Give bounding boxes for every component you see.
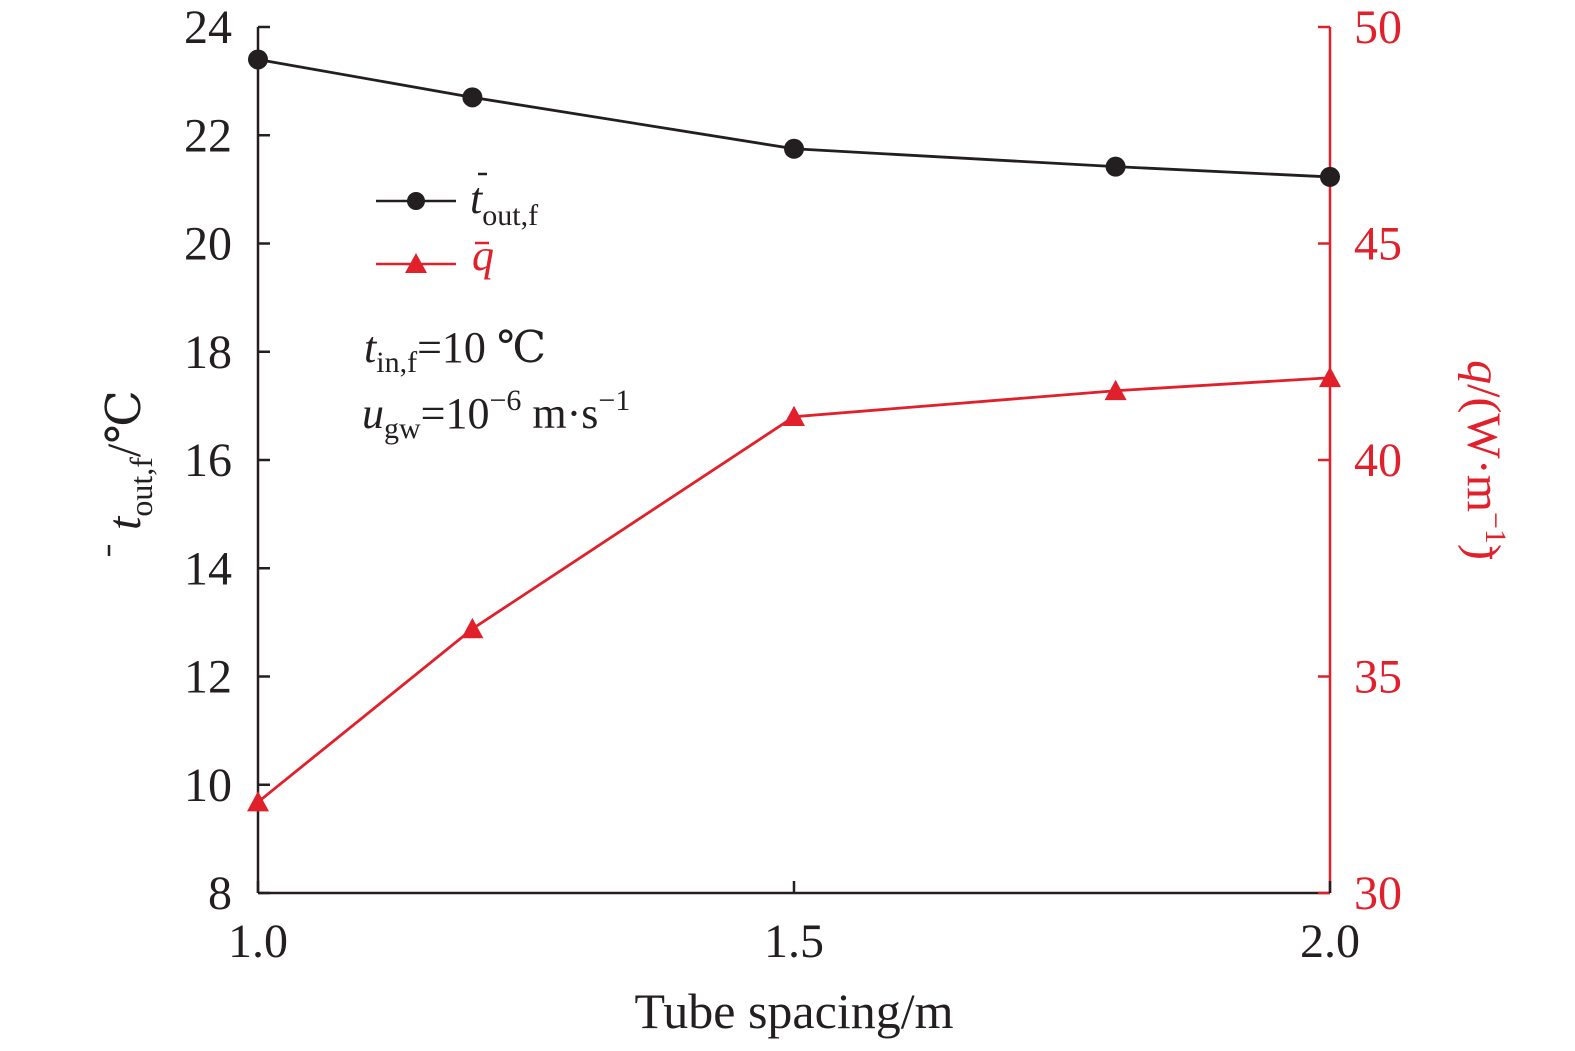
annotation-inlet-rest: =10 ℃ <box>417 323 546 372</box>
left-axis-title-sub: out,f <box>123 457 159 517</box>
right-tick-label: 30 <box>1354 867 1402 920</box>
legend-marker-circle <box>407 192 425 210</box>
right-axis-title-tail: /(W·m <box>1457 384 1510 512</box>
right-axis-title-exp: −1 <box>1479 512 1512 544</box>
right-tick-label: 50 <box>1354 1 1402 54</box>
x-tick-label: 1.5 <box>764 915 824 968</box>
x-tick-label: 2.0 <box>1300 915 1360 968</box>
left-axis-title-tail: /℃ <box>98 390 151 457</box>
right-axis-ticks: 30 35 40 45 50 <box>1318 1 1402 920</box>
data-point-outlet-temperature <box>1320 166 1340 187</box>
annotation-gw-mid: =10 <box>421 389 490 438</box>
right-tick-label: 45 <box>1354 218 1402 271</box>
left-tick-label: 14 <box>184 542 232 595</box>
right-tick-label: 35 <box>1354 651 1402 704</box>
annotation-inlet-var: t <box>364 323 378 372</box>
annotation-gw-sub: gw <box>384 412 421 445</box>
legend-marker-triangle <box>405 253 427 273</box>
left-tick-label: 20 <box>184 218 232 271</box>
left-tick-label: 22 <box>184 109 232 162</box>
x-tick-label: 1.0 <box>228 915 288 968</box>
annotation-inlet-temperature: tin,f=10 ℃ <box>364 323 546 379</box>
left-tick-label: 12 <box>184 651 232 704</box>
right-axis-title-close: ) <box>1457 544 1510 560</box>
annotation-gw-unit: m·s <box>521 389 598 438</box>
data-point-heat-flux <box>1319 366 1341 388</box>
left-axis-title-main: t <box>98 515 151 530</box>
right-axis-title: q/(W·m−1) <box>1457 360 1512 560</box>
annotation-inlet-sub: in,f <box>376 346 417 379</box>
legend-label-tout-main: t <box>470 174 484 223</box>
x-axis-ticks: 1.0 1.5 2.0 <box>228 881 1360 968</box>
left-tick-label: 18 <box>184 326 232 379</box>
left-tick-label: 8 <box>208 867 232 920</box>
legend-label-tout-sub: out,f <box>482 199 538 232</box>
data-point-outlet-temperature <box>462 87 483 108</box>
right-axis-title-main: q <box>1457 360 1510 384</box>
left-axis-ticks: 8 10 12 14 16 18 20 22 24 <box>184 1 270 920</box>
data-point-outlet-temperature <box>248 49 268 70</box>
data-point-outlet-temperature <box>784 138 804 159</box>
series-layer <box>247 49 1341 812</box>
annotation-gw-var: u <box>362 389 384 438</box>
annotation-gw-exp: −6 <box>490 384 522 417</box>
legend: tout,f q <box>376 172 538 280</box>
left-tick-label: 10 <box>184 759 232 812</box>
legend-label-q: q <box>472 231 494 280</box>
legend-label-tout: tout,f <box>470 174 538 232</box>
left-axis-title: tout,f/℃ <box>98 390 159 530</box>
left-tick-label: 16 <box>184 434 232 487</box>
annotations: tin,f=10 ℃ ugw=10−6 m·s−1 <box>362 323 630 445</box>
x-axis-title: Tube spacing/m <box>635 983 954 1039</box>
data-point-heat-flux <box>1104 379 1127 401</box>
data-point-heat-flux <box>783 405 805 427</box>
data-point-heat-flux <box>247 791 269 812</box>
series-line-outlet-temperature <box>257 58 1331 179</box>
svg-text:tout,f/℃: tout,f/℃ <box>98 390 159 530</box>
right-tick-label: 40 <box>1354 434 1402 487</box>
data-point-heat-flux <box>461 617 484 639</box>
svg-text:q/(W·m−1): q/(W·m−1) <box>1457 360 1512 560</box>
data-point-outlet-temperature <box>1105 156 1126 177</box>
annotation-gw-unit-exp: −1 <box>598 384 630 417</box>
left-tick-label: 24 <box>184 1 232 54</box>
annotation-groundwater-velocity: ugw=10−6 m·s−1 <box>362 384 630 445</box>
